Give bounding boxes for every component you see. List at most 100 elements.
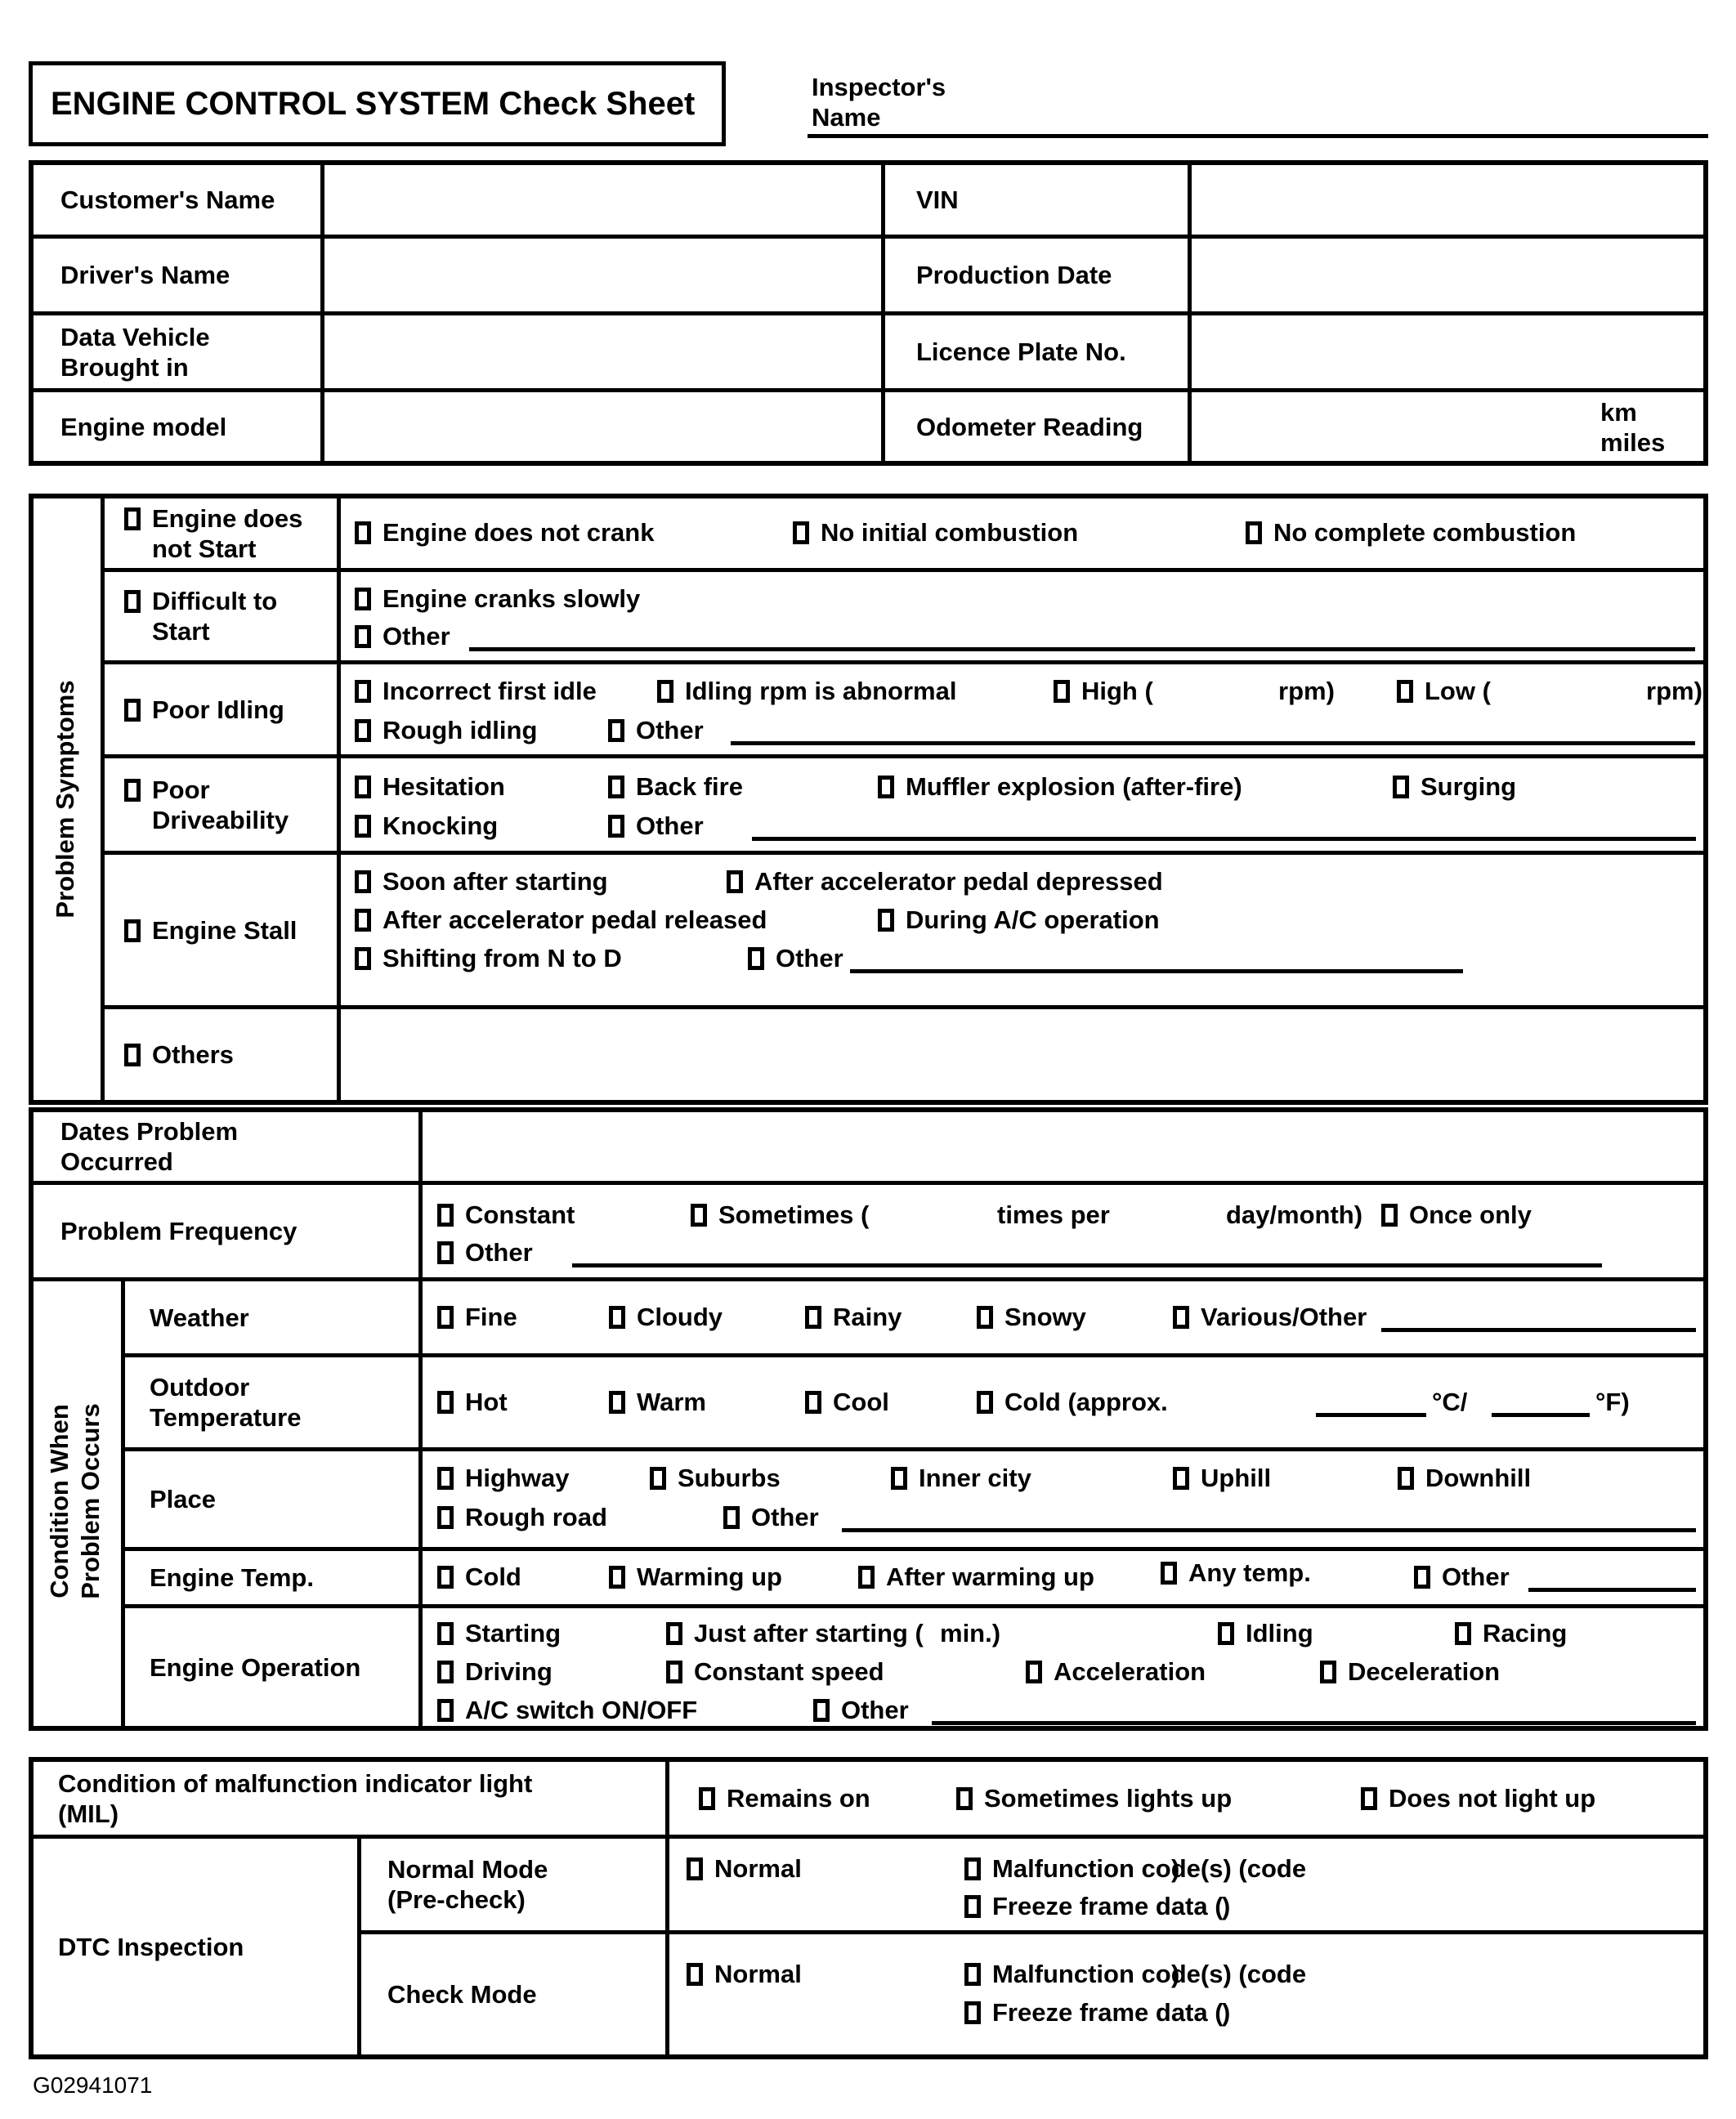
checkbox-icon[interactable] <box>964 1895 981 1918</box>
checkbox-icon[interactable] <box>124 919 141 942</box>
checkbox-icon[interactable] <box>437 1566 454 1589</box>
date-brought-in-field[interactable] <box>324 315 881 388</box>
checkbox-icon[interactable] <box>355 815 371 838</box>
opt-low-rpm: Low ( <box>1397 674 1491 709</box>
checkbox-icon[interactable] <box>1026 1661 1042 1683</box>
checkbox-icon[interactable] <box>1414 1566 1430 1589</box>
checkbox-icon[interactable] <box>355 588 371 610</box>
checkbox-icon[interactable] <box>437 1467 454 1490</box>
checkbox-icon[interactable] <box>355 680 371 703</box>
driver-name-label: Driver's Name <box>60 261 230 289</box>
checkbox-icon[interactable] <box>609 1566 625 1589</box>
inspector-name-field[interactable] <box>808 134 1708 138</box>
checkbox-icon[interactable] <box>956 1787 973 1810</box>
vin-field[interactable] <box>1192 165 1703 235</box>
checkbox-icon[interactable] <box>1320 1661 1336 1683</box>
checkbox-icon[interactable] <box>355 947 371 970</box>
checkbox-icon[interactable] <box>687 1963 703 1986</box>
dates-problem-occurred-field[interactable] <box>423 1112 1703 1181</box>
checkbox-icon[interactable] <box>748 947 764 970</box>
checkbox-icon[interactable] <box>355 719 371 742</box>
checkbox-icon[interactable] <box>1173 1467 1189 1490</box>
others-field[interactable] <box>341 1009 1703 1100</box>
checkbox-icon[interactable] <box>1173 1306 1189 1329</box>
checkbox-icon[interactable] <box>124 1044 141 1066</box>
blank-line[interactable] <box>850 969 1463 973</box>
checkbox-icon[interactable] <box>699 1787 715 1810</box>
checkbox-icon[interactable] <box>609 1306 625 1329</box>
checkbox-icon[interactable] <box>608 719 624 742</box>
checkbox-icon[interactable] <box>727 870 743 893</box>
checkbox-icon[interactable] <box>878 776 894 798</box>
checkbox-icon[interactable] <box>666 1661 682 1683</box>
checkbox-icon[interactable] <box>964 1963 981 1986</box>
checkbox-icon[interactable] <box>878 909 894 932</box>
checkbox-icon[interactable] <box>691 1204 707 1227</box>
checkbox-icon[interactable] <box>355 909 371 932</box>
blank-line[interactable] <box>932 1721 1696 1725</box>
checkbox-icon[interactable] <box>437 1204 454 1227</box>
checkbox-icon[interactable] <box>1054 680 1070 703</box>
blank-line[interactable] <box>1528 1588 1696 1592</box>
checkbox-icon[interactable] <box>1218 1622 1234 1645</box>
opt-malfunction-codes: Malfunction code(s) (code <box>964 1957 1306 1992</box>
customer-name-field[interactable] <box>324 165 881 235</box>
checkbox-icon[interactable] <box>1398 1467 1414 1490</box>
checkbox-icon[interactable] <box>1161 1562 1177 1585</box>
checkbox-icon[interactable] <box>977 1306 993 1329</box>
checkbox-icon[interactable] <box>805 1306 821 1329</box>
checkbox-icon[interactable] <box>124 507 141 530</box>
checkbox-icon[interactable] <box>805 1391 821 1414</box>
checkbox-icon[interactable] <box>964 2001 981 2024</box>
checkbox-icon[interactable] <box>437 1391 454 1414</box>
checkbox-icon[interactable] <box>124 778 141 802</box>
checkbox-icon[interactable] <box>437 1699 454 1722</box>
checkbox-icon[interactable] <box>1393 776 1409 798</box>
blank-line[interactable] <box>752 837 1696 841</box>
checkbox-icon[interactable] <box>964 1857 981 1880</box>
checkbox-icon[interactable] <box>1455 1622 1471 1645</box>
checkbox-icon[interactable] <box>1397 680 1413 703</box>
grid-line <box>101 498 105 1100</box>
checkbox-icon[interactable] <box>608 776 624 798</box>
checkbox-icon[interactable] <box>657 680 673 703</box>
checkbox-icon[interactable] <box>977 1391 993 1414</box>
blank-line[interactable] <box>469 647 1695 651</box>
driver-name-field[interactable] <box>324 239 881 311</box>
opt-snowy: Snowy <box>977 1300 1086 1334</box>
checkbox-icon[interactable] <box>687 1857 703 1880</box>
checkbox-icon[interactable] <box>355 521 371 544</box>
checkbox-icon[interactable] <box>355 870 371 893</box>
checkbox-icon[interactable] <box>124 590 141 613</box>
checkbox-icon[interactable] <box>437 1622 454 1645</box>
checkbox-icon[interactable] <box>666 1622 682 1645</box>
blank-line[interactable] <box>1381 1328 1696 1332</box>
checkbox-icon[interactable] <box>793 521 809 544</box>
blank-line[interactable] <box>731 741 1695 745</box>
checkbox-icon[interactable] <box>124 698 141 722</box>
checkbox-icon[interactable] <box>609 1391 625 1414</box>
blank-line[interactable] <box>1492 1413 1590 1417</box>
checkbox-icon[interactable] <box>437 1506 454 1529</box>
checkbox-icon[interactable] <box>1361 1787 1377 1810</box>
checkbox-icon[interactable] <box>437 1241 454 1264</box>
engine-model-field[interactable] <box>324 392 881 461</box>
checkbox-icon[interactable] <box>355 776 371 798</box>
checkbox-icon[interactable] <box>813 1699 830 1722</box>
checkbox-icon[interactable] <box>437 1661 454 1683</box>
checkbox-icon[interactable] <box>1246 521 1262 544</box>
checkbox-icon[interactable] <box>858 1566 875 1589</box>
checkbox-icon[interactable] <box>650 1467 666 1490</box>
blank-line[interactable] <box>572 1263 1602 1267</box>
licence-plate-field[interactable] <box>1192 315 1703 388</box>
opt-sometimes: Sometimes ( <box>691 1198 869 1232</box>
production-date-field[interactable] <box>1192 239 1703 311</box>
blank-line[interactable] <box>842 1528 1696 1532</box>
checkbox-icon[interactable] <box>723 1506 740 1529</box>
checkbox-icon[interactable] <box>437 1306 454 1329</box>
checkbox-icon[interactable] <box>608 815 624 838</box>
checkbox-icon[interactable] <box>891 1467 907 1490</box>
blank-line[interactable] <box>1316 1413 1426 1417</box>
checkbox-icon[interactable] <box>355 625 371 648</box>
checkbox-icon[interactable] <box>1381 1204 1398 1227</box>
